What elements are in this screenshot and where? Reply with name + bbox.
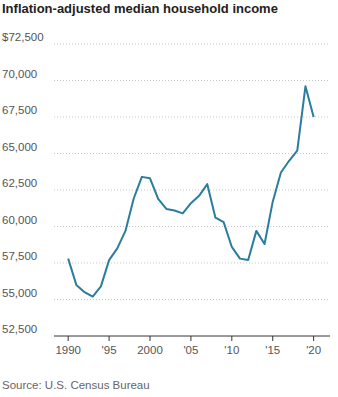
x-tick-label: '20 (306, 344, 321, 356)
x-tick (68, 336, 69, 341)
x-tick-label: '05 (183, 344, 198, 356)
y-tick-label: 55,000 (2, 287, 37, 299)
y-tick-label: 67,500 (2, 104, 37, 116)
plot-area (68, 86, 313, 296)
y-tick-label: 62,500 (2, 177, 37, 189)
grid-line (54, 190, 330, 191)
x-tick-label: '15 (265, 344, 280, 356)
x-axis-line (54, 336, 330, 337)
x-tick-label: '10 (224, 344, 239, 356)
x-tick (313, 336, 314, 341)
x-tick (190, 336, 191, 341)
income-line (68, 86, 313, 296)
x-tick-label: 1990 (55, 344, 81, 356)
grid-line (54, 153, 330, 154)
source: Source: U.S. Census Bureau (2, 379, 150, 391)
grid-line (54, 44, 330, 45)
y-tick-label: 57,500 (2, 250, 37, 262)
y-tick-label: 70,000 (2, 68, 37, 80)
y-tick-label: $72,500 (2, 31, 44, 43)
y-tick-label: 60,000 (2, 214, 37, 226)
x-tick-label: '95 (102, 344, 117, 356)
grid-line (54, 299, 330, 300)
grid-line (54, 117, 330, 118)
chart: Inflation-adjusted median household inco… (0, 0, 338, 397)
x-tick (231, 336, 232, 341)
title: Inflation-adjusted median household inco… (2, 1, 278, 16)
grid-line (54, 80, 330, 81)
x-tick (272, 336, 273, 341)
grid-line (54, 226, 330, 227)
y-tick-label: 52,500 (2, 323, 37, 335)
x-tick-label: 2000 (137, 344, 163, 356)
grid-line (54, 263, 330, 264)
x-tick (150, 336, 151, 341)
y-tick-label: 65,000 (2, 141, 37, 153)
x-tick (109, 336, 110, 341)
